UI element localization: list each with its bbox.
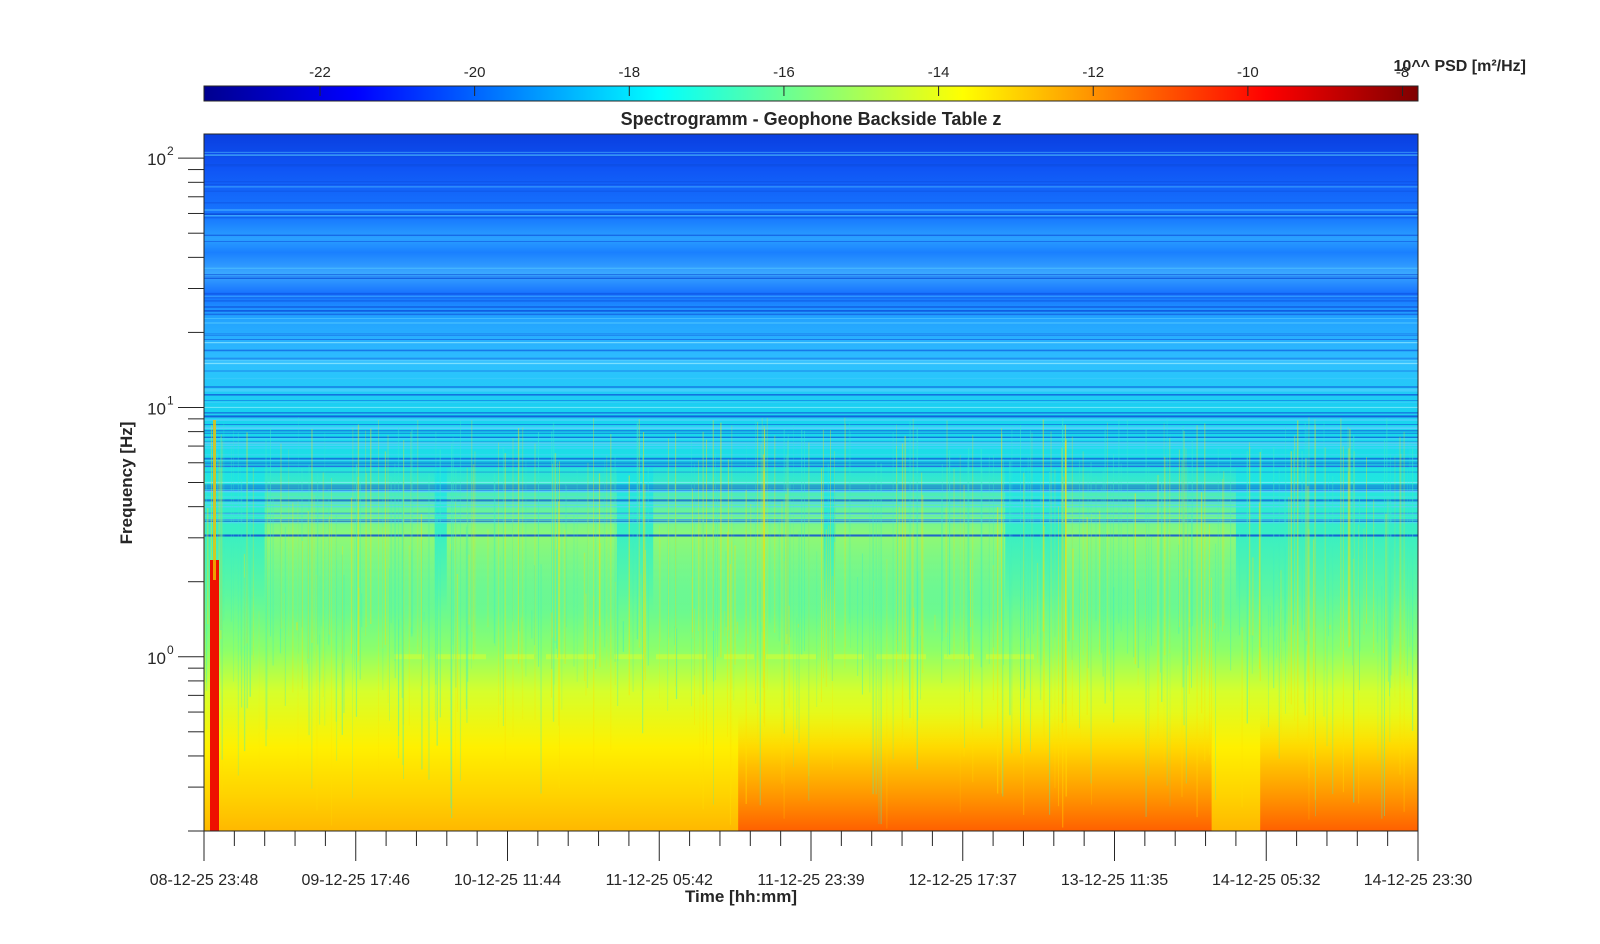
daytime-activity-band [264,462,435,613]
transient-spike [210,560,219,831]
x-tick-label: 13-12-25 11:35 [1061,872,1168,889]
x-axis: 08-12-25 23:48 09-12-25 17:46 10-12-25 11:… [150,831,1473,889]
low-frequency-high-psd-region [1260,712,1418,831]
spectrogram-image [204,134,1418,831]
colorbar-tick-label: -10 [1237,64,1259,81]
colorbar-tick-label: -14 [928,64,950,81]
colorbar: -22 -20 -18 -16 -14 -12 -10 -8 10^^ PSD [m²/Hz] [203,58,1526,102]
y-tick-exponent: 0 [167,643,174,657]
low-frequency-high-psd-region [738,712,1212,831]
x-tick-label: 11-12-25 23:39 [757,872,864,889]
y-tick-exponent: 1 [167,393,174,407]
colorbar-tick-label: -20 [464,64,486,81]
colorbar-tick-label: -18 [618,64,640,81]
y-axis-label: Frequency [Hz] [117,422,136,545]
colorbar-tick-label: -16 [773,64,795,81]
x-tick-label: 09-12-25 17:46 [301,872,410,889]
colorbar-tick-label: -22 [309,64,331,81]
colorbar-tick-label: -12 [1082,64,1104,81]
colorbar-tick-label: -8 [1396,64,1409,81]
x-tick-label: 14-12-25 05:32 [1212,872,1321,889]
y-tick-exponent: 2 [167,144,174,158]
colorbar-gradient [203,85,1419,102]
chart-title: Spectrogramm - Geophone Backside Table z [621,109,1002,129]
y-tick-label: 10 [147,649,166,668]
x-tick-label: 11-12-25 05:42 [606,872,713,889]
x-tick-label: 08-12-25 23:48 [150,872,259,889]
y-tick-label: 10 [147,150,166,169]
daytime-activity-band [653,462,824,613]
daytime-activity-band [835,462,1006,613]
y-tick-label: 10 [147,399,166,418]
x-tick-label: 10-12-25 11:44 [454,872,561,889]
daytime-activity-band [1065,462,1236,613]
x-tick-label: 12-12-25 17:37 [908,872,1017,889]
daytime-activity-band [446,462,617,613]
x-tick-label: 14-12-25 23:30 [1364,872,1473,889]
x-axis-label: Time [hh:mm] [685,887,797,906]
colorbar-label: 10^^ PSD [m²/Hz] [1394,58,1526,75]
